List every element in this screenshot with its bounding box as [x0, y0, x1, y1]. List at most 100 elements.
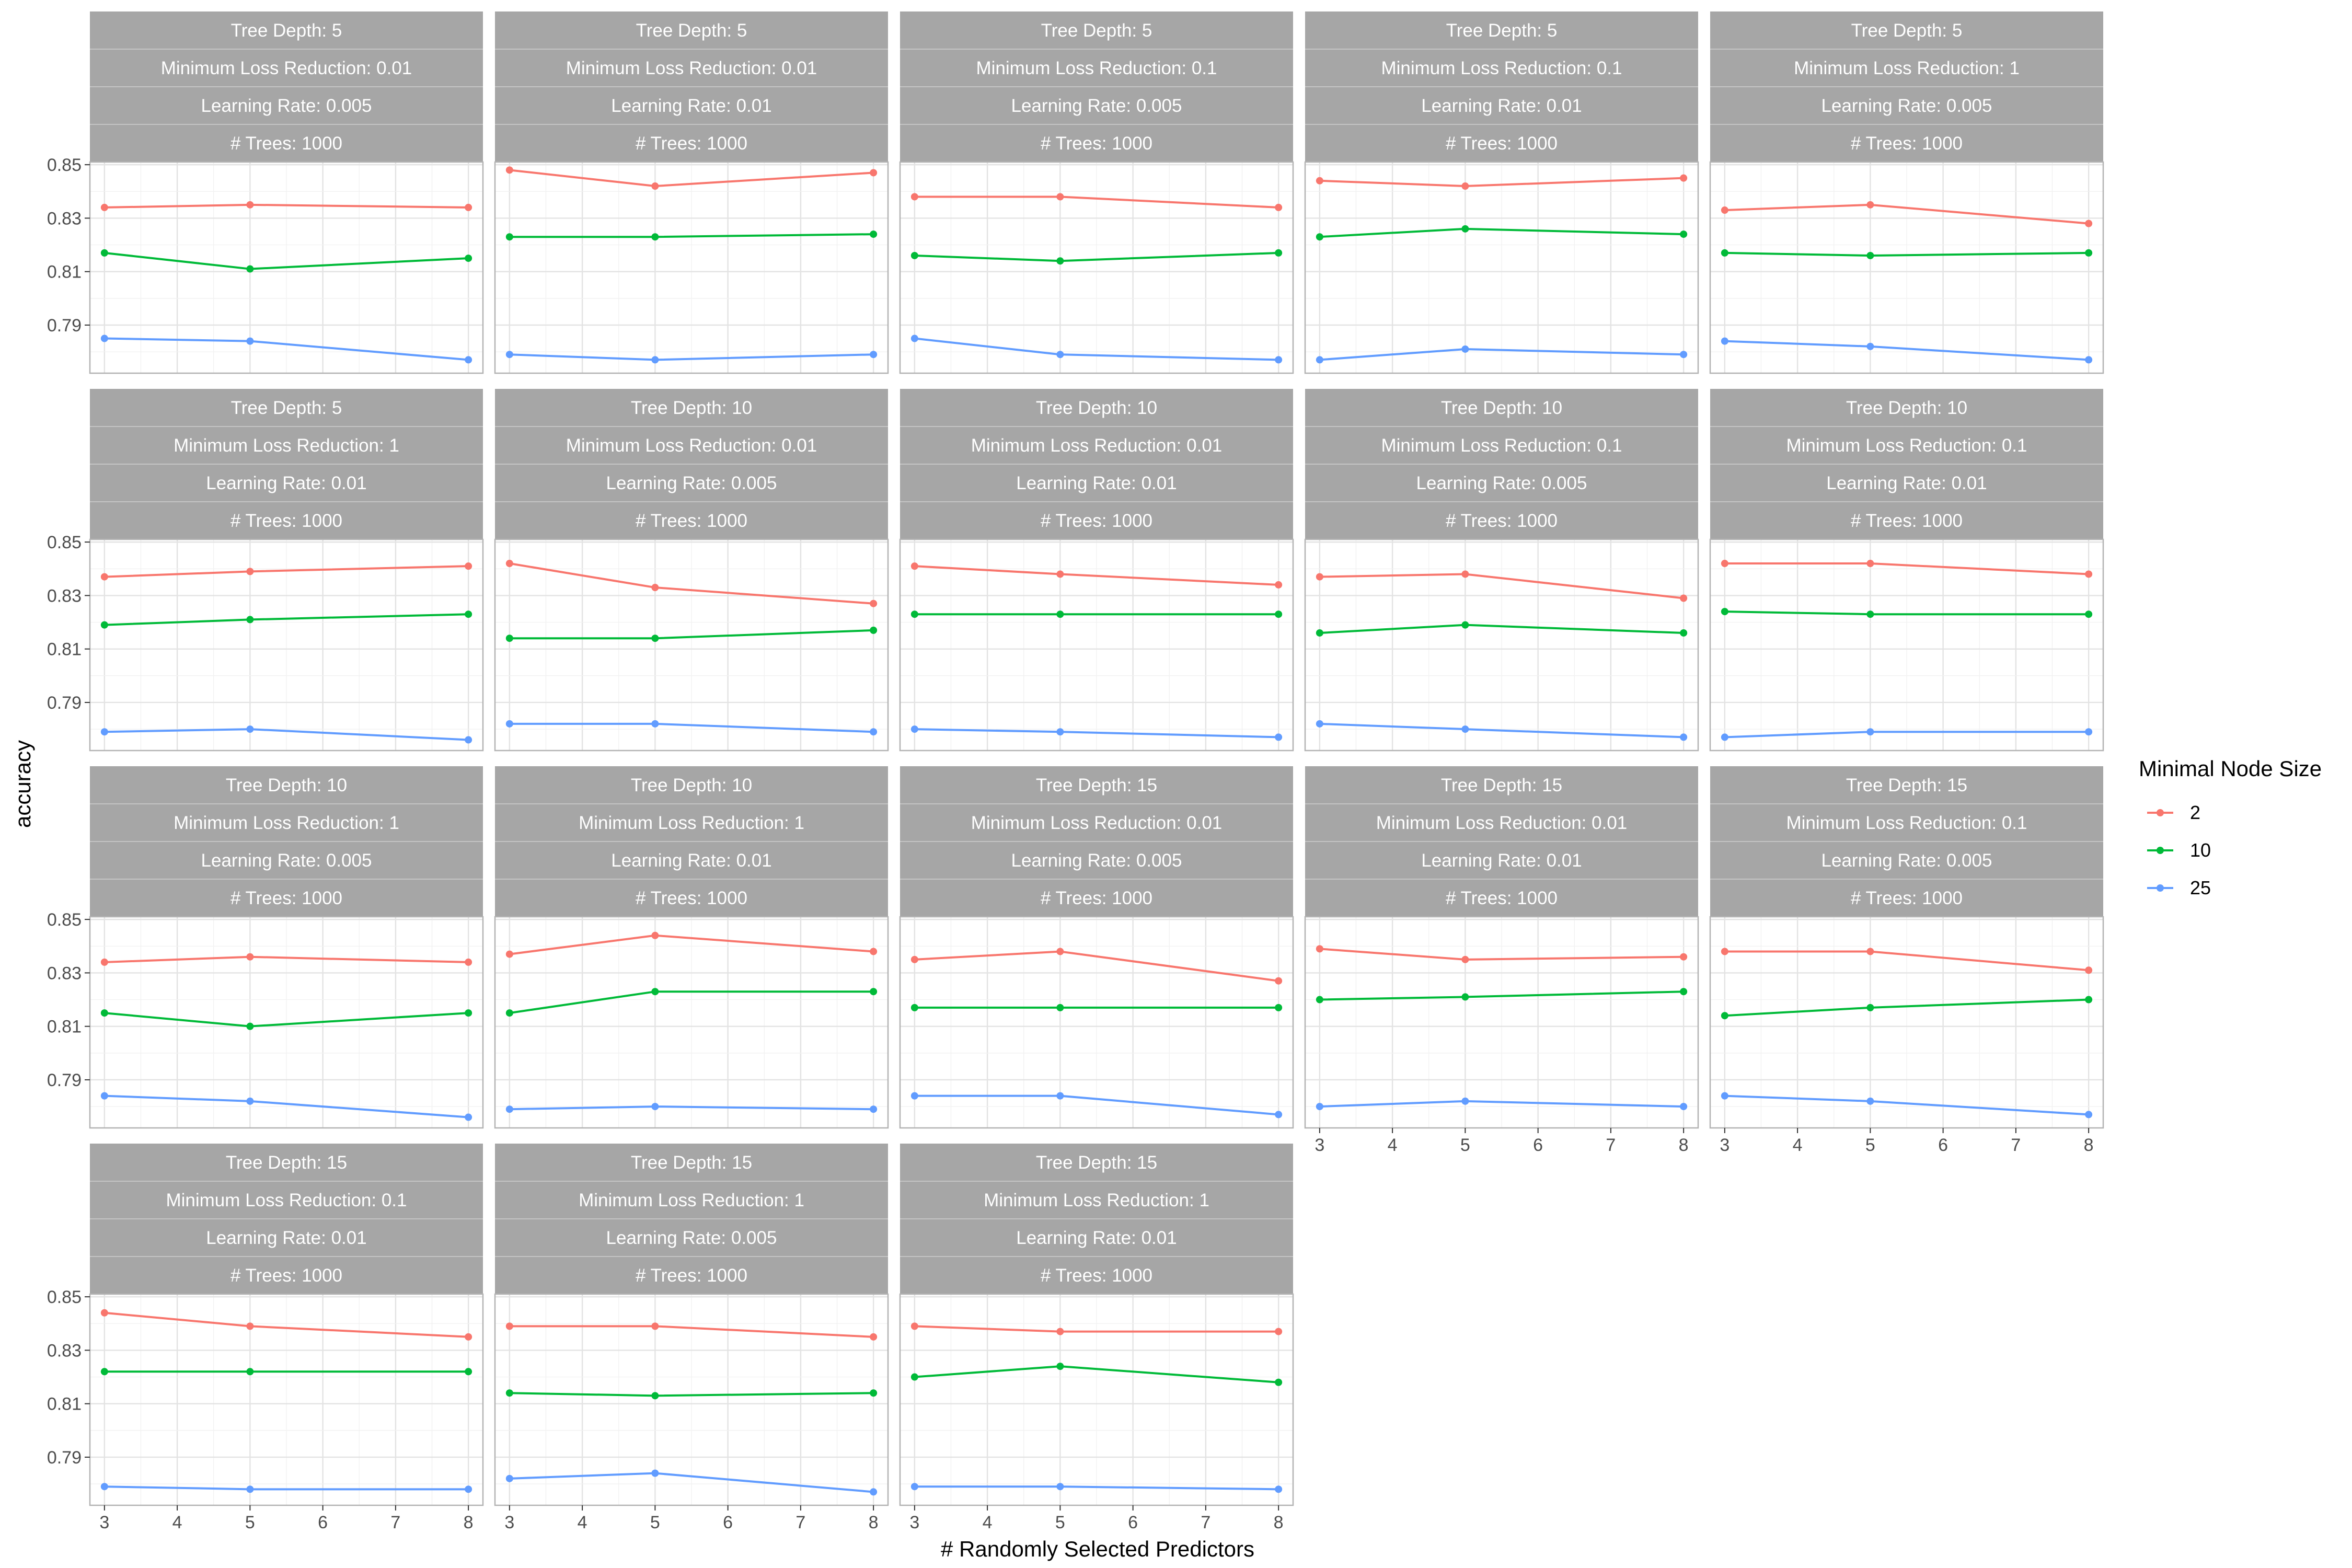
facet-strip	[900, 1144, 1293, 1181]
data-point	[2085, 610, 2093, 618]
data-point	[1056, 1328, 1064, 1335]
facet-strip	[495, 1219, 888, 1256]
data-point	[1721, 948, 1728, 955]
facet-strip-label: Learning Rate: 0.005	[606, 1228, 777, 1248]
data-point	[1680, 629, 1688, 637]
data-point	[910, 193, 918, 201]
facet-strip-label: Minimum Loss Reduction: 1	[579, 813, 804, 833]
facet-strip-label: # Trees: 1000	[1446, 133, 1558, 154]
data-point	[1721, 337, 1728, 345]
facet-strip-label: Tree Depth: 10	[1441, 398, 1562, 418]
facet-strip	[495, 1144, 888, 1181]
facet-strip	[90, 389, 483, 426]
data-point	[505, 1389, 513, 1397]
data-point	[651, 635, 659, 642]
facet-strip	[1305, 766, 1698, 804]
facet-strip-label: # Trees: 1000	[1446, 888, 1558, 908]
y-tick-label: 0.81	[47, 1017, 82, 1037]
facet-panel: Tree Depth: 5 Minimum Loss Reduction: 0.1…	[899, 11, 1294, 374]
data-point	[910, 1373, 918, 1381]
facet-strip	[90, 502, 483, 539]
data-point	[505, 720, 513, 728]
facet-strip-label: # Trees: 1000	[636, 888, 747, 908]
data-point	[1680, 594, 1688, 602]
data-point	[465, 1333, 472, 1341]
data-point	[870, 230, 878, 238]
facet-strip-label: Minimum Loss Reduction: 1	[1794, 58, 2020, 78]
facet-strip	[1710, 124, 2103, 162]
data-point	[1275, 1378, 1283, 1386]
facet-strip	[495, 87, 888, 124]
facet-panel: Tree Depth: 10 Minimum Loss Reduction: 0.…	[1709, 389, 2104, 752]
data-point	[651, 182, 659, 190]
data-point	[1316, 1103, 1323, 1111]
facet-strip	[90, 841, 483, 879]
facet-strip-label: Minimum Loss Reduction: 0.01	[566, 58, 817, 78]
x-tick-label: 6	[1938, 1135, 1948, 1155]
facet-strip	[1305, 464, 1698, 502]
facet-strip	[1710, 389, 2103, 426]
facet-strip-label: Tree Depth: 10	[631, 775, 752, 795]
facet-strip-label: Learning Rate: 0.01	[1016, 473, 1177, 493]
x-tick-label: 7	[390, 1513, 400, 1532]
facet-strip	[90, 464, 483, 502]
x-tick-label: 6	[723, 1513, 733, 1532]
x-tick-label: 6	[1533, 1135, 1543, 1155]
data-point	[1721, 560, 1728, 568]
data-point	[246, 265, 254, 273]
legend-key-point	[2157, 809, 2164, 816]
data-point	[651, 233, 659, 241]
facet-strip-label: Minimum Loss Reduction: 0.01	[161, 58, 412, 78]
panel-border	[899, 916, 1294, 1129]
facet-strip-label: Minimum Loss Reduction: 0.01	[971, 435, 1223, 456]
data-point	[246, 725, 254, 733]
facet-panel: Tree Depth: 15 Minimum Loss Reduction: 0.…	[1709, 766, 2104, 1155]
x-tick-label: 8	[464, 1513, 474, 1532]
facet-strip-label: # Trees: 1000	[230, 511, 342, 531]
data-point	[505, 635, 513, 642]
facet-strip-label: Minimum Loss Reduction: 0.1	[976, 58, 1217, 78]
facet-strip-label: Learning Rate: 0.01	[206, 473, 366, 493]
data-point	[651, 1392, 659, 1400]
facet-strip	[1710, 11, 2103, 49]
data-point	[870, 599, 878, 607]
data-point	[910, 610, 918, 618]
x-tick-label: 4	[1388, 1135, 1398, 1155]
facet-strip-label: Learning Rate: 0.005	[1011, 96, 1182, 116]
data-point	[870, 728, 878, 736]
data-point	[1461, 621, 1469, 629]
data-point	[246, 568, 254, 575]
data-point	[1316, 356, 1323, 364]
panel-border	[1709, 161, 2104, 374]
facet-strip	[90, 1144, 483, 1181]
data-point	[505, 1105, 513, 1113]
y-tick-label: 0.83	[47, 963, 82, 983]
facet-strip-label: # Trees: 1000	[1851, 511, 1963, 531]
data-point	[1056, 193, 1064, 201]
facet-strip	[900, 879, 1293, 917]
facet-strip	[90, 879, 483, 917]
data-point	[1275, 1004, 1283, 1011]
data-point	[100, 728, 108, 736]
legend-label: 25	[2190, 877, 2211, 898]
facet-strip-label: # Trees: 1000	[1851, 888, 1963, 908]
facet-strip	[90, 804, 483, 841]
data-point	[505, 560, 513, 568]
x-tick-label: 6	[318, 1513, 328, 1532]
panel-border	[89, 161, 484, 374]
legend-item: 10	[2147, 839, 2211, 861]
facet-panel: Tree Depth: 15 Minimum Loss Reduction: 0.…	[1304, 766, 1699, 1155]
facet-strip	[495, 11, 888, 49]
data-point	[100, 1009, 108, 1017]
data-point	[1721, 608, 1728, 616]
data-point	[1275, 1328, 1283, 1335]
facet-strip	[900, 124, 1293, 162]
data-point	[870, 1105, 878, 1113]
data-point	[870, 1488, 878, 1496]
data-point	[1275, 356, 1283, 364]
facet-panel: Tree Depth: 15 Minimum Loss Reduction: 0.…	[47, 1144, 484, 1532]
y-tick-label: 0.81	[47, 1394, 82, 1414]
y-tick-label: 0.79	[47, 1448, 82, 1468]
facet-panel: Tree Depth: 5 Minimum Loss Reduction: 0.0…	[494, 11, 889, 374]
facet-strip-label: Minimum Loss Reduction: 0.01	[971, 813, 1223, 833]
